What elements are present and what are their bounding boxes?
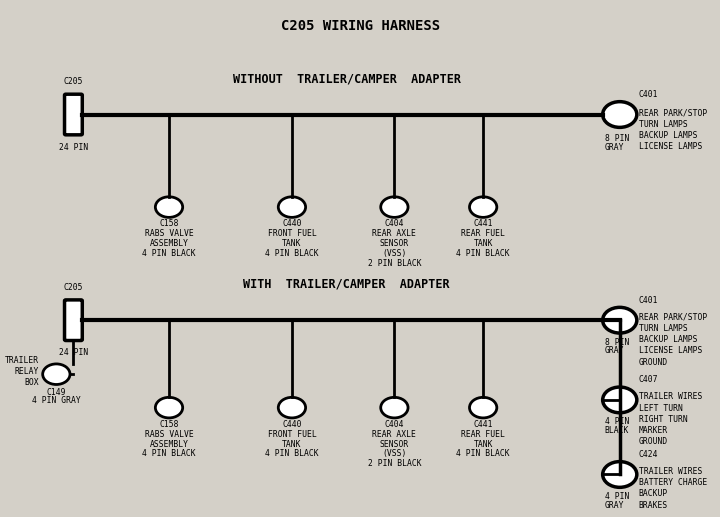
Text: 4 PIN: 4 PIN (605, 492, 629, 501)
Text: REAR PARK/STOP: REAR PARK/STOP (639, 312, 707, 322)
Text: REAR AXLE: REAR AXLE (372, 229, 416, 238)
Text: C441: C441 (474, 420, 493, 429)
Text: 2 PIN BLACK: 2 PIN BLACK (368, 258, 421, 267)
Text: TURN LAMPS: TURN LAMPS (639, 324, 688, 333)
Text: C404: C404 (384, 219, 404, 229)
Text: C205: C205 (63, 77, 83, 86)
Circle shape (603, 462, 636, 488)
Text: C149: C149 (47, 388, 66, 397)
Text: RIGHT TURN: RIGHT TURN (639, 415, 688, 424)
Circle shape (279, 197, 305, 217)
Text: BACKUP LAMPS: BACKUP LAMPS (639, 131, 698, 140)
Text: GROUND: GROUND (639, 437, 668, 447)
Text: ASSEMBLY: ASSEMBLY (150, 239, 189, 248)
Text: TANK: TANK (282, 439, 302, 449)
Text: GROUND: GROUND (639, 358, 668, 367)
Text: 24 PIN: 24 PIN (59, 143, 88, 152)
Text: (VSS): (VSS) (382, 449, 407, 458)
Text: RABS VALVE: RABS VALVE (145, 229, 194, 238)
Text: TRAILER WIRES: TRAILER WIRES (639, 392, 702, 401)
Text: GRAY: GRAY (605, 346, 624, 355)
Text: BRAKES: BRAKES (639, 500, 668, 510)
Text: TANK: TANK (282, 239, 302, 248)
Text: (VSS): (VSS) (382, 249, 407, 258)
Text: BACKUP: BACKUP (639, 490, 668, 498)
Circle shape (603, 387, 636, 413)
Text: C440: C440 (282, 219, 302, 229)
Text: LEFT TURN: LEFT TURN (639, 403, 683, 413)
Circle shape (381, 197, 408, 217)
Text: WITHOUT  TRAILER/CAMPER  ADAPTER: WITHOUT TRAILER/CAMPER ADAPTER (233, 72, 461, 85)
Circle shape (156, 398, 183, 418)
Text: GRAY: GRAY (605, 500, 624, 510)
Text: LICENSE LAMPS: LICENSE LAMPS (639, 142, 702, 151)
FancyBboxPatch shape (65, 300, 82, 341)
Text: 8 PIN: 8 PIN (605, 338, 629, 347)
Text: BACKUP LAMPS: BACKUP LAMPS (639, 335, 698, 344)
Text: 4 PIN BLACK: 4 PIN BLACK (265, 449, 319, 458)
Text: FRONT FUEL: FRONT FUEL (268, 229, 316, 238)
Text: TANK: TANK (474, 239, 493, 248)
Text: C441: C441 (474, 219, 493, 229)
Text: C404: C404 (384, 420, 404, 429)
Text: WITH  TRAILER/CAMPER  ADAPTER: WITH TRAILER/CAMPER ADAPTER (243, 278, 450, 291)
Text: C205: C205 (63, 283, 83, 292)
Text: 8 PIN: 8 PIN (605, 134, 629, 143)
Text: BATTERY CHARGE: BATTERY CHARGE (639, 478, 707, 487)
Text: FRONT FUEL: FRONT FUEL (268, 430, 316, 439)
Text: C424: C424 (639, 450, 658, 459)
Text: 4 PIN: 4 PIN (605, 417, 629, 427)
Text: 4 PIN BLACK: 4 PIN BLACK (143, 249, 196, 258)
Circle shape (42, 364, 70, 385)
Circle shape (156, 197, 183, 217)
Text: 2 PIN BLACK: 2 PIN BLACK (368, 459, 421, 468)
Circle shape (279, 398, 305, 418)
Text: SENSOR: SENSOR (379, 239, 409, 248)
Text: C205 WIRING HARNESS: C205 WIRING HARNESS (281, 19, 440, 34)
Circle shape (469, 197, 497, 217)
Text: REAR FUEL: REAR FUEL (462, 229, 505, 238)
Text: 4 PIN BLACK: 4 PIN BLACK (265, 249, 319, 258)
Text: 4 PIN GRAY: 4 PIN GRAY (32, 397, 81, 405)
Text: C158: C158 (159, 219, 179, 229)
Text: RABS VALVE: RABS VALVE (145, 430, 194, 439)
Text: LICENSE LAMPS: LICENSE LAMPS (639, 346, 702, 355)
Text: TURN LAMPS: TURN LAMPS (639, 119, 688, 129)
Text: BLACK: BLACK (605, 426, 629, 435)
Circle shape (603, 102, 636, 127)
Text: 4 PIN BLACK: 4 PIN BLACK (143, 449, 196, 458)
Circle shape (469, 398, 497, 418)
Text: ASSEMBLY: ASSEMBLY (150, 439, 189, 449)
FancyBboxPatch shape (65, 94, 82, 135)
Text: 24 PIN: 24 PIN (59, 348, 88, 357)
Text: 4 PIN BLACK: 4 PIN BLACK (456, 449, 510, 458)
Text: TANK: TANK (474, 439, 493, 449)
Text: REAR PARK/STOP: REAR PARK/STOP (639, 109, 707, 117)
Text: C407: C407 (639, 375, 658, 385)
Text: TRAILER
RELAY
BOX: TRAILER RELAY BOX (5, 356, 40, 387)
Text: 4 PIN BLACK: 4 PIN BLACK (456, 249, 510, 258)
Text: REAR AXLE: REAR AXLE (372, 430, 416, 439)
Text: SENSOR: SENSOR (379, 439, 409, 449)
Text: GRAY: GRAY (605, 143, 624, 152)
Text: C401: C401 (639, 90, 658, 99)
Text: REAR FUEL: REAR FUEL (462, 430, 505, 439)
Text: TRAILER WIRES: TRAILER WIRES (639, 467, 702, 476)
Text: C401: C401 (639, 296, 658, 305)
Text: C440: C440 (282, 420, 302, 429)
Text: C158: C158 (159, 420, 179, 429)
Text: MARKER: MARKER (639, 426, 668, 435)
Circle shape (603, 307, 636, 333)
Circle shape (381, 398, 408, 418)
